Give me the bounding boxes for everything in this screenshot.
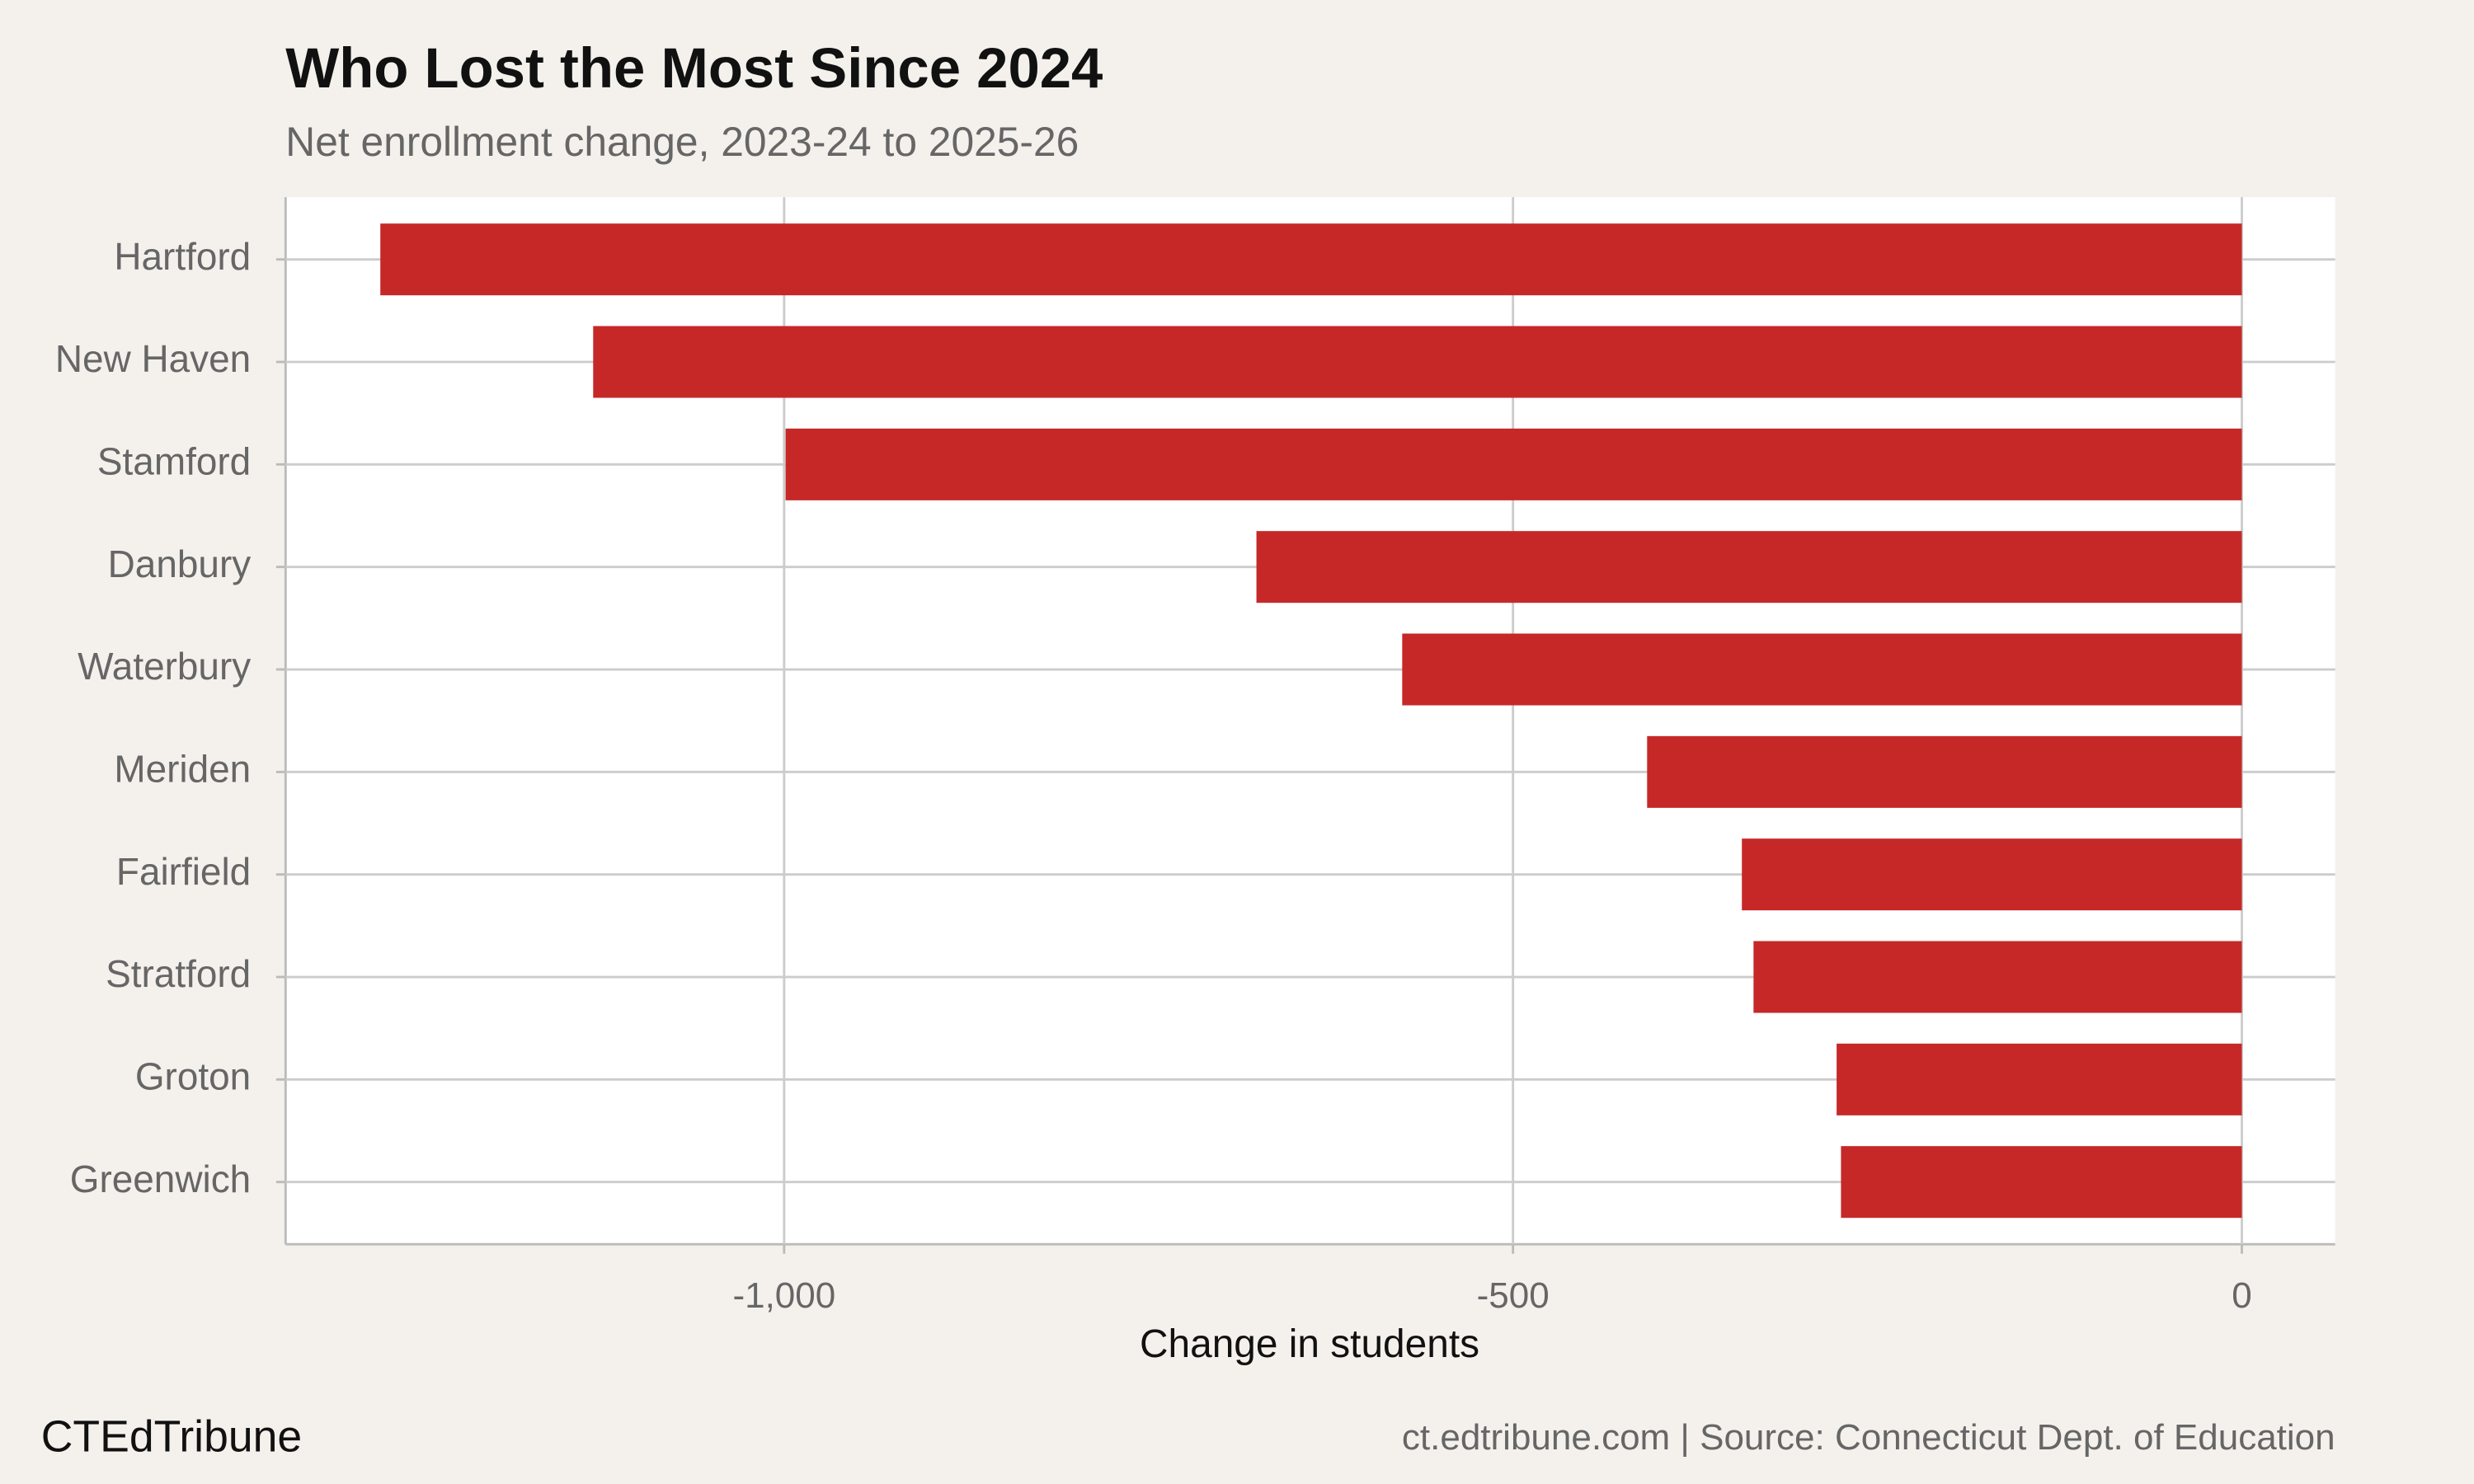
brand: CTEdTribune — [41, 1413, 302, 1462]
bar — [1402, 633, 2242, 706]
bar — [380, 223, 2242, 296]
source: ct.edtribune.com | Source: Connecticut D… — [1402, 1417, 2335, 1458]
y-tick-label: Greenwich — [70, 1158, 251, 1200]
x-tick-label: -1,000 — [732, 1275, 835, 1316]
bar — [1742, 838, 2242, 911]
y-tick-label: New Haven — [55, 337, 251, 380]
bar — [1647, 735, 2242, 808]
x-axis-label: Change in students — [1140, 1322, 1479, 1366]
bar — [785, 428, 2242, 500]
x-tick-label: -500 — [1477, 1275, 1550, 1316]
bar — [1753, 941, 2242, 1013]
y-tick-label: Stamford — [97, 439, 251, 482]
y-tick-label: Waterbury — [78, 645, 251, 688]
bar — [1837, 1043, 2242, 1115]
bar — [593, 326, 2242, 398]
x-tick-label: 0 — [2232, 1275, 2251, 1316]
y-tick-label: Meriden — [114, 747, 251, 790]
y-tick-label: Danbury — [108, 542, 252, 585]
y-tick-label: Fairfield — [116, 850, 251, 893]
y-tick-label: Groton — [135, 1054, 251, 1097]
y-tick-label: Hartford — [114, 235, 251, 278]
bar — [1256, 531, 2242, 603]
y-tick-label: Stratford — [106, 952, 251, 995]
chart-subtitle: Net enrollment change, 2023-24 to 2025-2… — [285, 119, 1079, 165]
bar — [1841, 1146, 2242, 1219]
chart-title: Who Lost the Most Since 2024 — [285, 36, 1103, 100]
